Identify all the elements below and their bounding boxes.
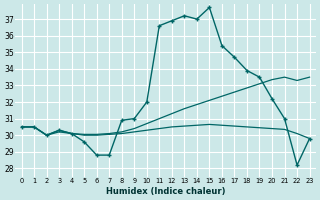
X-axis label: Humidex (Indice chaleur): Humidex (Indice chaleur) [106, 187, 225, 196]
